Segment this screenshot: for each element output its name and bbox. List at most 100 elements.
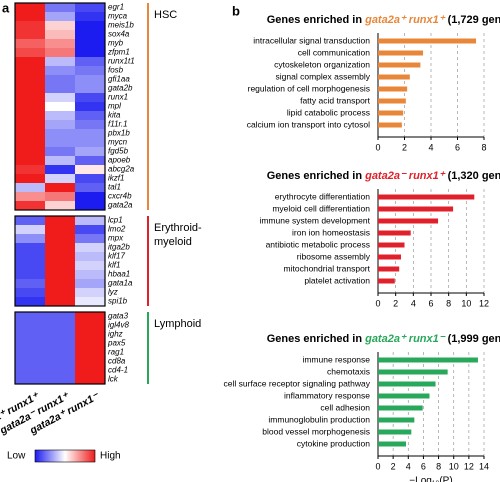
heatmap-cell xyxy=(15,111,45,120)
heatmap-cell xyxy=(75,66,105,75)
x-tick-label: 2 xyxy=(391,461,396,471)
heatmap-cell xyxy=(15,66,45,75)
bar xyxy=(378,429,412,435)
title-genotype: gata2a⁺ runx1⁻ xyxy=(364,333,446,345)
category-label: fatty acid transport xyxy=(300,95,371,105)
x-tick-label: 2 xyxy=(393,298,398,308)
heatmap-cell xyxy=(15,270,45,279)
heatmap-cell xyxy=(45,21,75,30)
category-label: cell adhesion xyxy=(320,402,370,412)
heatmap-cell xyxy=(45,75,75,84)
bar xyxy=(378,38,477,44)
heatmap-cell xyxy=(15,225,45,234)
gene-label: myb xyxy=(108,39,124,48)
heatmap-border xyxy=(14,2,106,211)
heatmap-cell xyxy=(75,156,105,165)
heatmap-cell xyxy=(45,279,75,288)
gene-label: kita xyxy=(108,111,121,120)
category-label: intracellular signal transduction xyxy=(253,35,370,45)
heatmap-cell xyxy=(45,225,75,234)
title-prefix: Genes enriched in xyxy=(267,333,363,345)
gene-label: zfpm1 xyxy=(107,48,130,57)
gene-label: gata2b xyxy=(108,84,133,93)
category-label: antibiotic metabolic process xyxy=(266,239,370,249)
heatmap-cell xyxy=(45,66,75,75)
bar xyxy=(378,441,407,447)
category-label: ribosome assembly xyxy=(297,251,371,261)
title-prefix: Genes enriched in xyxy=(267,14,363,26)
heatmap-cell xyxy=(45,30,75,39)
x-tick-label: 6 xyxy=(455,142,460,152)
heatmap-cell xyxy=(75,39,105,48)
gene-label: gata2a xyxy=(108,201,133,210)
heatmap-cell xyxy=(45,201,75,210)
heatmap-cell xyxy=(75,30,105,39)
title-prefix: Genes enriched in xyxy=(267,170,363,182)
category-label: immune system development xyxy=(259,215,370,225)
heatmap-cell xyxy=(75,225,105,234)
heatmap-cell xyxy=(15,312,45,321)
heatmap-cell xyxy=(15,129,45,138)
heatmap-cell xyxy=(45,330,75,339)
heatmap-cell xyxy=(75,75,105,84)
heatmap-cell xyxy=(45,165,75,174)
heatmap-cell xyxy=(15,147,45,156)
gene-label: cxcr4b xyxy=(108,192,132,201)
heatmap-cell xyxy=(15,201,45,210)
heatmap-cell xyxy=(75,21,105,30)
bar xyxy=(378,393,430,399)
category-label: chemotaxis xyxy=(327,366,370,376)
bar xyxy=(378,50,424,56)
x-tick-label: 0 xyxy=(375,461,380,471)
heatmap-cell xyxy=(75,93,105,102)
heatmap-cell xyxy=(15,216,45,225)
heatmap-cell xyxy=(15,183,45,192)
heatmap-cell xyxy=(15,348,45,357)
gene-label: ikzf1 xyxy=(108,174,124,183)
heatmap-cell xyxy=(45,216,75,225)
heatmap-cell xyxy=(75,270,105,279)
category-label: regulation of cell morphogenesis xyxy=(248,83,370,93)
gene-label: meis1b xyxy=(108,21,134,30)
category-label: erythrocyte differentiation xyxy=(275,191,371,201)
heatmap-cell xyxy=(75,201,105,210)
group-label: HSC xyxy=(154,9,177,21)
x-tick-label: 6 xyxy=(428,298,433,308)
heatmap-cell xyxy=(75,297,105,306)
category-label: blood vessel morphogenesis xyxy=(262,426,370,436)
heatmap-cell xyxy=(75,261,105,270)
gene-label: mpl xyxy=(108,102,121,111)
heatmap-cell xyxy=(15,357,45,366)
bar xyxy=(378,110,404,116)
colorbar-label: Low xyxy=(7,451,26,462)
category-label: cell surface receptor signaling pathway xyxy=(224,378,371,388)
bar xyxy=(378,369,448,375)
heatmap-cell xyxy=(15,243,45,252)
heatmap-cell xyxy=(15,288,45,297)
heatmap-cell xyxy=(75,339,105,348)
gene-label: gata3 xyxy=(108,312,129,321)
heatmap-cell xyxy=(45,129,75,138)
heatmap-cell xyxy=(15,30,45,39)
heatmap-cell xyxy=(75,375,105,384)
gene-label: lcp1 xyxy=(108,216,123,225)
gene-label: gfi1aa xyxy=(108,75,130,84)
gene-label: ighz xyxy=(108,330,123,339)
title-count: (1,729 genes) xyxy=(448,14,500,26)
heatmap-cell xyxy=(75,102,105,111)
gene-label: fosb xyxy=(108,66,124,75)
heatmap-cell xyxy=(75,279,105,288)
heatmap-cell xyxy=(45,321,75,330)
group-label-line: Erythroid- xyxy=(154,222,202,234)
heatmap-cell xyxy=(45,138,75,147)
heatmap-cell xyxy=(15,75,45,84)
heatmap-cell xyxy=(15,366,45,375)
category-label: cytokine production xyxy=(297,438,371,448)
heatmap-cell xyxy=(75,84,105,93)
heatmap-cell xyxy=(45,357,75,366)
heatmap-cell xyxy=(75,288,105,297)
category-label: cytoskeleton organization xyxy=(274,59,370,69)
heatmap-cell xyxy=(45,234,75,243)
bar xyxy=(378,86,408,92)
